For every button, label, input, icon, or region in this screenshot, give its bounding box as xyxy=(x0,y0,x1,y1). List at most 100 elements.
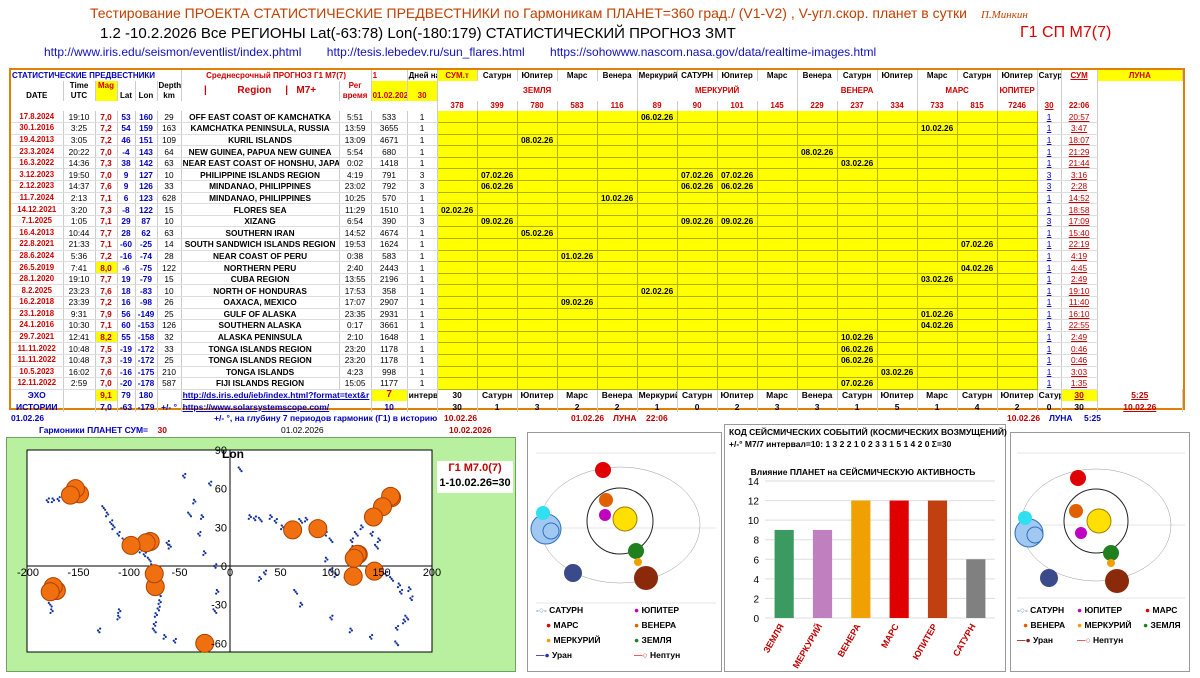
y-tick-label: 2 xyxy=(753,594,759,605)
seismic-point xyxy=(264,569,268,572)
cell-sum-t: 1 xyxy=(407,366,438,379)
cell-sum: 1 xyxy=(1037,122,1062,135)
cell-planet-date xyxy=(517,250,558,263)
link-iris[interactable]: http://www.iris.edu/seismon/eventlist/in… xyxy=(44,45,302,59)
info-bar: 01.02.26 +/- °, на глубину 7 периодов га… xyxy=(9,413,1185,435)
seismic-point xyxy=(111,528,114,531)
cell-planet-date xyxy=(557,168,598,182)
cell-planet-date xyxy=(557,261,598,274)
cell-sum-t: 1 xyxy=(407,284,438,297)
cell-moon: 18:58 xyxy=(1061,203,1098,216)
cell-region: MINDANAO, PHILIPPINES xyxy=(181,180,340,193)
cell-sum-t: 1 xyxy=(407,157,438,170)
cell-time: 19:50 xyxy=(63,168,96,182)
seismic-point xyxy=(328,537,331,540)
map-lon-label: Lon xyxy=(222,447,244,461)
echo-value: 3 xyxy=(757,400,798,413)
link-soho[interactable]: https://sohowww.nascom.nasa.gov/data/rea… xyxy=(550,45,877,59)
cell-planet-date xyxy=(917,250,958,263)
bar-5 xyxy=(966,559,986,618)
earthquake-marker xyxy=(343,566,363,586)
cell-lat: 46 xyxy=(117,134,136,147)
cell-planet-date xyxy=(677,111,718,124)
cell-moon: 15:40 xyxy=(1061,226,1098,240)
venus-icon xyxy=(1069,504,1083,518)
legend-right: -○- САТУРН ● ЮПИТЕР ● МАРС ● ВЕНЕРА ● МЕ… xyxy=(1017,605,1181,645)
seismic-point xyxy=(174,641,177,644)
cell-lat: 55 xyxy=(117,331,136,344)
cell-planet-date: 03.02.26 xyxy=(877,366,918,379)
cell-region: SOUTHERN IRAN xyxy=(181,226,340,240)
cell-planet-date xyxy=(717,226,758,240)
seismic-point xyxy=(174,637,177,641)
cell-planet-date xyxy=(997,273,1038,286)
seismic-point xyxy=(394,640,397,643)
cell-planet-date xyxy=(797,250,838,263)
cell-planet-date xyxy=(437,342,478,355)
table-row: 12.11.2022 2:59 7,0 -20 -178 587 FIJI ISLANDS … xyxy=(11,377,1183,390)
cell-region: TONGA ISLANDS REGION xyxy=(181,354,340,367)
cell-planet-date xyxy=(877,319,918,332)
seismic-point xyxy=(324,556,328,559)
cell-planet-date xyxy=(437,273,478,286)
seismic-point xyxy=(159,595,162,598)
seismic-point xyxy=(262,571,266,574)
cell-days: 570 xyxy=(371,192,408,205)
sum-total-label: СУМ xyxy=(1061,70,1098,81)
cell-planet-date xyxy=(517,331,558,344)
uranus-icon xyxy=(634,566,658,590)
seismic-point xyxy=(257,579,260,582)
seismic-point xyxy=(258,575,261,579)
seismic-point xyxy=(104,508,107,511)
cell-reg-time: 0:17 xyxy=(339,319,372,332)
cell-planet-date xyxy=(757,180,798,193)
cell-lat: -19 xyxy=(117,342,136,355)
cell-depth: 587 xyxy=(157,377,182,390)
info-moon-time-2: 5:25 xyxy=(1084,413,1102,423)
x-tick-label: ЮПИТЕР xyxy=(911,622,940,661)
seismic-point xyxy=(355,532,358,535)
seismic-point xyxy=(400,592,403,595)
echo-value: 2 xyxy=(717,400,758,413)
cell-reg-time: 23:02 xyxy=(339,180,372,193)
cell-planet-date: 10.02.26 xyxy=(837,331,878,344)
history-link[interactable]: https://www.solarsystemscope.com/ xyxy=(181,400,372,413)
cell-planet-date xyxy=(797,284,838,297)
cell-planet-date xyxy=(917,226,958,240)
cell-planet-date xyxy=(957,366,998,379)
y-tick-label: 6 xyxy=(753,555,759,566)
cell-planet-date xyxy=(517,308,558,321)
col-reg-time: Рег время xyxy=(339,81,372,101)
cell-region: ALASKA PENINSULA xyxy=(181,331,340,344)
cell-planet-date xyxy=(717,111,758,124)
legend-saturn: САТУРН xyxy=(549,605,584,615)
cell-lon: -158 xyxy=(135,331,158,344)
cell-sum: 1 xyxy=(1037,203,1062,216)
echo-link[interactable]: http://ds.iris.edu/ieb/index.html?format… xyxy=(181,389,372,401)
seismic-point xyxy=(390,577,393,580)
planet-bottom: Сатурн xyxy=(477,389,518,401)
link-lebedev[interactable]: http://tesis.lebedev.ru/sun_flares.html xyxy=(326,45,525,59)
cell-planet-date xyxy=(557,308,598,321)
forecast-table: СТАТИСТИЧЕСКИЕ ПРЕДВЕСТНИКИ Среднесрочны… xyxy=(9,68,1185,413)
cell-planet-date xyxy=(597,377,638,390)
seismic-point xyxy=(378,539,381,542)
seismic-point xyxy=(239,468,242,471)
cell-planet-date xyxy=(517,192,558,205)
cell-sum-t: 1 xyxy=(407,273,438,286)
cell-lon: 142 xyxy=(135,157,158,170)
seismic-point xyxy=(112,524,115,527)
seismic-point xyxy=(187,511,190,514)
mercury-icon xyxy=(1107,559,1115,567)
cell-lon: -178 xyxy=(135,377,158,390)
cell-planet-date xyxy=(637,226,678,240)
cell-sum: 1 xyxy=(1037,284,1062,297)
planet-value: 399 xyxy=(477,101,518,111)
planet-value: 815 xyxy=(957,101,998,111)
legend-venus: ВЕНЕРА xyxy=(641,620,677,630)
cell-planet-date xyxy=(557,111,598,124)
cell-planet-date xyxy=(557,238,598,251)
header-links: http://www.iris.edu/seismon/eventlist/in… xyxy=(44,45,898,59)
cell-planet-date xyxy=(557,377,598,390)
cell-planet-date xyxy=(557,134,598,147)
